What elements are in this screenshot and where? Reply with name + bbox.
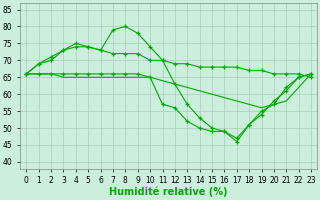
X-axis label: Humidité relative (%): Humidité relative (%) (109, 187, 228, 197)
